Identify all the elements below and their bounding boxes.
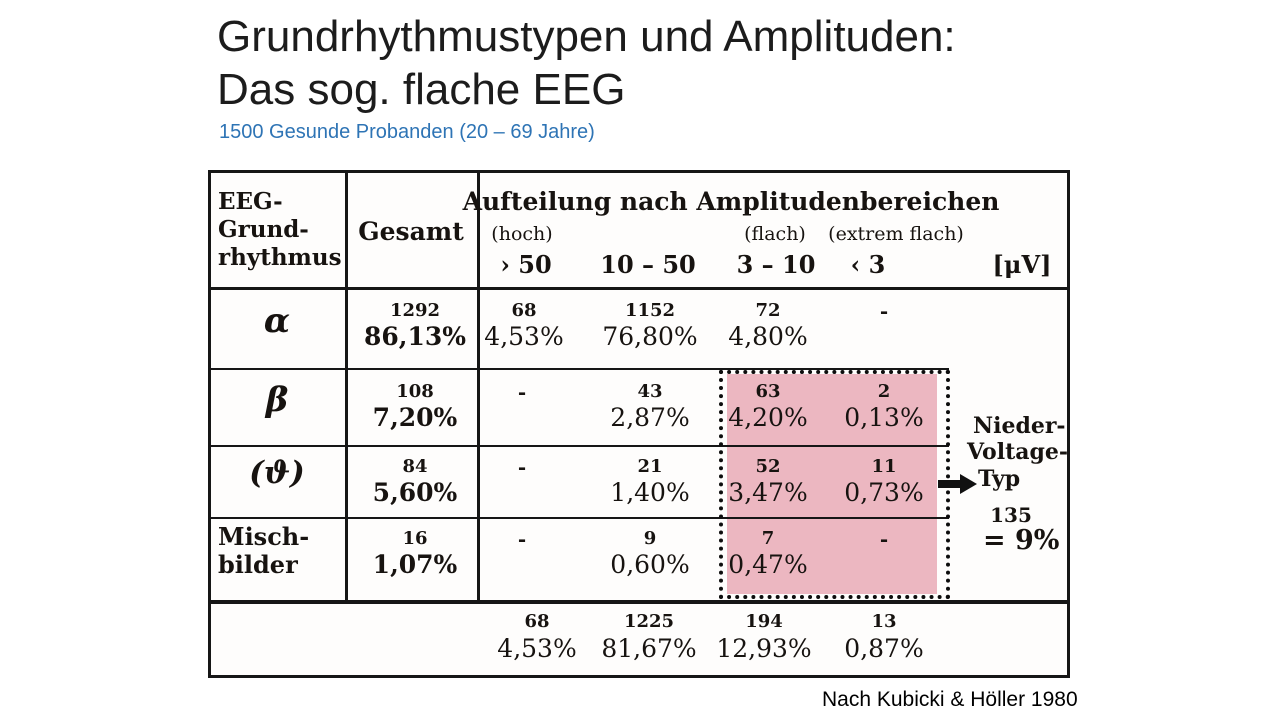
beta-flach-pct: 4,20% bbox=[728, 403, 808, 432]
total-hoch-count: 68 bbox=[524, 611, 550, 632]
column-divider-2 bbox=[477, 173, 480, 600]
row-beta-symbol: β bbox=[265, 380, 289, 420]
beta-extrem-count: 2 bbox=[877, 381, 891, 402]
annotation-count: 135 bbox=[990, 503, 1032, 527]
beta-flach-count: 63 bbox=[755, 381, 781, 402]
slide-subtitle: 1500 Gesunde Probanden (20 – 69 Jahre) bbox=[219, 121, 595, 143]
total-extrem-pct: 0,87% bbox=[844, 634, 924, 663]
alpha-extrem-dash: - bbox=[879, 299, 889, 323]
header-flach-range: 3 – 10 bbox=[736, 250, 816, 279]
theta-mid-count: 21 bbox=[637, 456, 663, 477]
total-extrem-count: 13 bbox=[871, 611, 897, 632]
title-line-2: Das sog. flache EEG bbox=[217, 65, 626, 114]
total-mid-count: 1225 bbox=[623, 611, 675, 632]
beta-mid-count: 43 bbox=[637, 381, 663, 402]
alpha-hoch-count: 68 bbox=[511, 300, 537, 321]
header-unit: [μV] bbox=[992, 250, 1052, 279]
row-separator-theta-misch bbox=[211, 517, 949, 519]
total-flach-pct: 12,93% bbox=[716, 634, 812, 663]
row-alpha-symbol: α bbox=[263, 301, 291, 341]
misch-gesamt-count: 16 bbox=[402, 528, 428, 549]
header-flach-label: (flach) bbox=[744, 223, 806, 245]
theta-gesamt-count: 84 bbox=[402, 456, 428, 477]
alpha-mid-count: 1152 bbox=[624, 300, 676, 321]
alpha-gesamt-count: 1292 bbox=[389, 300, 441, 321]
row-theta-symbol: (ϑ) bbox=[249, 455, 305, 491]
row-separator-beta-theta bbox=[211, 445, 949, 447]
theta-gesamt-pct: 5,60% bbox=[372, 478, 458, 507]
alpha-flach-count: 72 bbox=[755, 300, 781, 321]
totals-separator bbox=[211, 600, 1067, 604]
title-line-1: Grundrhythmustypen und Amplituden: bbox=[217, 12, 956, 61]
misch-gesamt-pct: 1,07% bbox=[372, 550, 458, 579]
header-hoch-label: (hoch) bbox=[491, 223, 553, 245]
low-voltage-highlight bbox=[727, 374, 937, 594]
beta-hoch-dash: - bbox=[517, 380, 527, 404]
annotation-voltage: Voltage- bbox=[967, 439, 1069, 465]
alpha-gesamt-pct: 86,13% bbox=[363, 322, 467, 351]
annotation-typ: Typ bbox=[978, 466, 1021, 492]
annotation-percentage: = 9% bbox=[983, 525, 1060, 556]
header-extrem-range: ‹ 3 bbox=[850, 250, 886, 279]
beta-gesamt-count: 108 bbox=[396, 381, 434, 402]
column-divider-1 bbox=[345, 173, 348, 600]
source-attribution: Nach Kubicki & Höller 1980 bbox=[822, 688, 1078, 711]
beta-mid-pct: 2,87% bbox=[610, 403, 690, 432]
misch-mid-count: 9 bbox=[643, 528, 657, 549]
total-mid-pct: 81,67% bbox=[601, 634, 697, 663]
total-hoch-pct: 4,53% bbox=[497, 634, 577, 663]
eeg-amplitude-table: EEG- Grund- rhythmus Gesamt Aufteilung n… bbox=[208, 170, 1070, 678]
alpha-mid-pct: 76,80% bbox=[602, 322, 698, 351]
theta-extrem-count: 11 bbox=[871, 456, 897, 477]
right-arrow-icon bbox=[938, 474, 978, 494]
header-rhythm-column: EEG- Grund- rhythmus bbox=[218, 188, 342, 271]
arrow-head bbox=[960, 474, 977, 494]
slide-title: Grundrhythmustypen und Amplituden: Das s… bbox=[217, 10, 956, 116]
misch-flach-count: 7 bbox=[761, 528, 775, 549]
beta-extrem-pct: 0,13% bbox=[844, 403, 924, 432]
header-mid-range: 10 – 50 bbox=[600, 250, 696, 279]
alpha-hoch-pct: 4,53% bbox=[484, 322, 564, 351]
theta-flach-pct: 3,47% bbox=[728, 478, 808, 507]
header-hoch-range: › 50 bbox=[500, 250, 552, 279]
theta-hoch-dash: - bbox=[517, 455, 527, 479]
misch-hoch-dash: - bbox=[517, 527, 527, 551]
header-group-title: Aufteilung nach Amplitudenbereichen bbox=[462, 187, 1000, 216]
theta-mid-pct: 1,40% bbox=[610, 478, 690, 507]
misch-flach-pct: 0,47% bbox=[728, 550, 808, 579]
annotation-nieder: Nieder- bbox=[973, 413, 1066, 439]
row-separator-alpha-beta bbox=[211, 368, 949, 370]
theta-extrem-pct: 0,73% bbox=[844, 478, 924, 507]
header-separator bbox=[211, 287, 1067, 290]
arrow-stem bbox=[938, 480, 962, 488]
total-flach-count: 194 bbox=[745, 611, 783, 632]
row-misch-label: Misch- bilder bbox=[218, 522, 310, 579]
theta-flach-count: 52 bbox=[755, 456, 781, 477]
header-gesamt: Gesamt bbox=[358, 217, 464, 246]
misch-mid-pct: 0,60% bbox=[610, 550, 690, 579]
alpha-flach-pct: 4,80% bbox=[728, 322, 808, 351]
misch-extrem-dash: - bbox=[879, 527, 889, 551]
beta-gesamt-pct: 7,20% bbox=[372, 403, 458, 432]
header-extrem-label: (extrem flach) bbox=[828, 223, 964, 245]
